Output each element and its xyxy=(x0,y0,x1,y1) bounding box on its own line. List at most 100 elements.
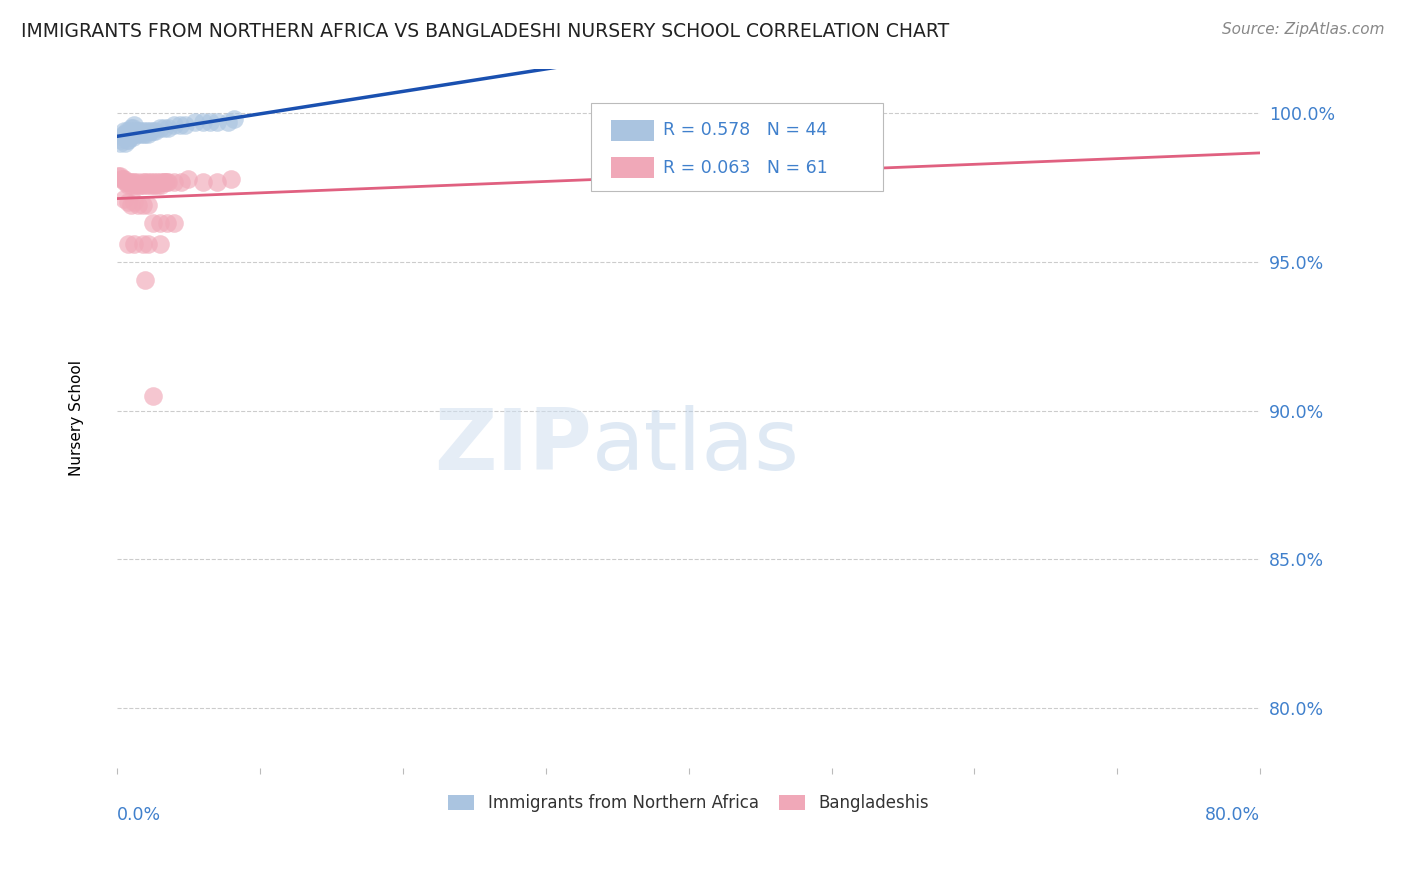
Point xyxy=(219,171,242,186)
Point xyxy=(112,193,135,207)
Point xyxy=(145,124,167,138)
Point xyxy=(127,198,149,212)
Point xyxy=(127,124,149,138)
Point xyxy=(152,175,174,189)
Point xyxy=(184,115,207,129)
Point xyxy=(149,121,172,136)
Point xyxy=(117,237,139,252)
Point xyxy=(122,195,145,210)
Point xyxy=(149,237,172,252)
Point xyxy=(142,389,165,403)
Bar xyxy=(610,157,654,178)
Text: ZIP: ZIP xyxy=(433,405,592,488)
Point xyxy=(139,178,162,192)
Point xyxy=(142,178,165,192)
Point xyxy=(150,178,173,192)
Point xyxy=(118,175,141,189)
Point xyxy=(136,127,159,141)
Point xyxy=(163,216,186,230)
Point xyxy=(120,127,142,141)
Point xyxy=(117,175,139,189)
Text: 0.0%: 0.0% xyxy=(117,806,162,824)
Point xyxy=(122,118,145,132)
Point xyxy=(115,175,138,189)
Point xyxy=(124,124,146,138)
Point xyxy=(112,124,135,138)
Point xyxy=(134,175,156,189)
Point xyxy=(156,175,179,189)
FancyBboxPatch shape xyxy=(592,103,883,191)
Point xyxy=(107,169,129,183)
Point xyxy=(125,127,148,141)
Point xyxy=(117,178,139,192)
Point xyxy=(149,175,172,189)
Point xyxy=(129,124,152,138)
Point xyxy=(122,175,145,189)
Point xyxy=(129,178,152,192)
Point xyxy=(141,175,163,189)
Text: R = 0.063   N = 61: R = 0.063 N = 61 xyxy=(664,159,828,177)
Point xyxy=(122,237,145,252)
Point xyxy=(118,130,141,145)
Point xyxy=(121,130,143,145)
Point xyxy=(128,127,150,141)
Point xyxy=(114,127,136,141)
Point xyxy=(136,175,159,189)
Point xyxy=(131,237,153,252)
Point xyxy=(155,175,177,189)
Point xyxy=(120,198,142,212)
Point xyxy=(163,175,186,189)
Point xyxy=(131,127,153,141)
Point xyxy=(124,178,146,192)
Point xyxy=(169,118,191,132)
Point xyxy=(112,171,135,186)
Legend: Immigrants from Northern Africa, Bangladeshis: Immigrants from Northern Africa, Banglad… xyxy=(441,788,936,819)
Point xyxy=(121,175,143,189)
Point xyxy=(222,112,245,127)
Point xyxy=(156,216,179,230)
Point xyxy=(153,121,176,136)
Point xyxy=(135,124,157,138)
Point xyxy=(149,216,172,230)
Point xyxy=(174,118,197,132)
Point xyxy=(108,169,131,183)
Point xyxy=(198,115,221,129)
Point xyxy=(157,121,180,136)
Point xyxy=(112,127,135,141)
Point xyxy=(157,175,180,189)
Point xyxy=(125,178,148,192)
Point xyxy=(110,171,132,186)
Point xyxy=(143,175,166,189)
Point xyxy=(120,178,142,192)
Point xyxy=(142,124,165,138)
Point xyxy=(114,175,136,189)
Text: 80.0%: 80.0% xyxy=(1205,806,1260,824)
Point xyxy=(117,127,139,141)
Text: IMMIGRANTS FROM NORTHERN AFRICA VS BANGLADESHI NURSERY SCHOOL CORRELATION CHART: IMMIGRANTS FROM NORTHERN AFRICA VS BANGL… xyxy=(21,22,949,41)
Bar xyxy=(610,120,654,141)
Point xyxy=(131,175,153,189)
Point xyxy=(121,121,143,136)
Point xyxy=(115,124,138,138)
Point xyxy=(205,115,228,129)
Point xyxy=(170,175,193,189)
Point xyxy=(153,175,176,189)
Point xyxy=(148,178,170,192)
Point xyxy=(115,133,138,147)
Point xyxy=(117,195,139,210)
Point xyxy=(111,171,134,186)
Point xyxy=(136,237,159,252)
Point xyxy=(191,115,214,129)
Point xyxy=(110,133,132,147)
Point xyxy=(117,133,139,147)
Point xyxy=(127,175,149,189)
Point xyxy=(114,136,136,150)
Point xyxy=(217,115,239,129)
Point xyxy=(111,130,134,145)
Text: atlas: atlas xyxy=(592,405,800,488)
Point xyxy=(139,124,162,138)
Point xyxy=(108,136,131,150)
Point xyxy=(134,127,156,141)
Text: R = 0.578   N = 44: R = 0.578 N = 44 xyxy=(664,121,828,139)
Point xyxy=(120,121,142,136)
